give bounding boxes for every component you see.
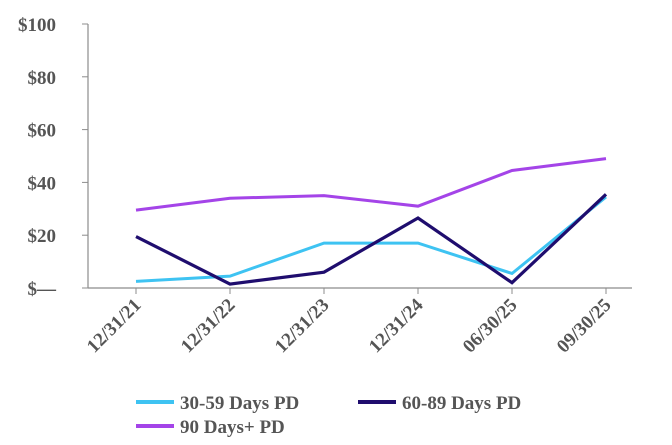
x-tick-labels: 12/31/21 12/31/22 12/31/23 12/31/24 06/30/25… — [83, 288, 616, 357]
y-tick-label: $20 — [28, 226, 57, 247]
x-tick-label: 12/31/24 — [365, 294, 428, 357]
x-tick-label: 12/31/21 — [83, 295, 146, 358]
x-tick-label: 12/31/23 — [271, 295, 334, 358]
series-line-90-days-pd — [135, 157, 607, 212]
y-tick-label: $— — [28, 279, 58, 300]
legend-label-30-59-days-pd: 30-59 Days PD — [180, 393, 299, 414]
y-tick-label: $60 — [28, 121, 57, 142]
series-line-60-89-days-pd — [135, 193, 608, 286]
y-tick-label: $100 — [18, 15, 56, 36]
series-lines — [135, 157, 608, 286]
x-tick-label: 12/31/22 — [177, 295, 240, 358]
axes — [87, 24, 632, 289]
legend-label-60-89-days-pd: 60-89 Days PD — [402, 393, 521, 414]
series-line-30-59-days-pd — [135, 195, 607, 283]
legend-label-90-days-pd: 90 Days+ PD — [180, 417, 285, 438]
y-tick-labels: $100 $80 $60 $40 $20 $— — [18, 15, 88, 300]
y-tick-label: $80 — [28, 68, 57, 89]
legend: 30-59 Days PD 60-89 Days PD 90 Days+ PD — [136, 393, 521, 438]
x-tick-label: 06/30/25 — [459, 295, 522, 358]
x-tick-label: 09/30/25 — [553, 295, 616, 358]
y-tick-label: $40 — [28, 173, 57, 194]
